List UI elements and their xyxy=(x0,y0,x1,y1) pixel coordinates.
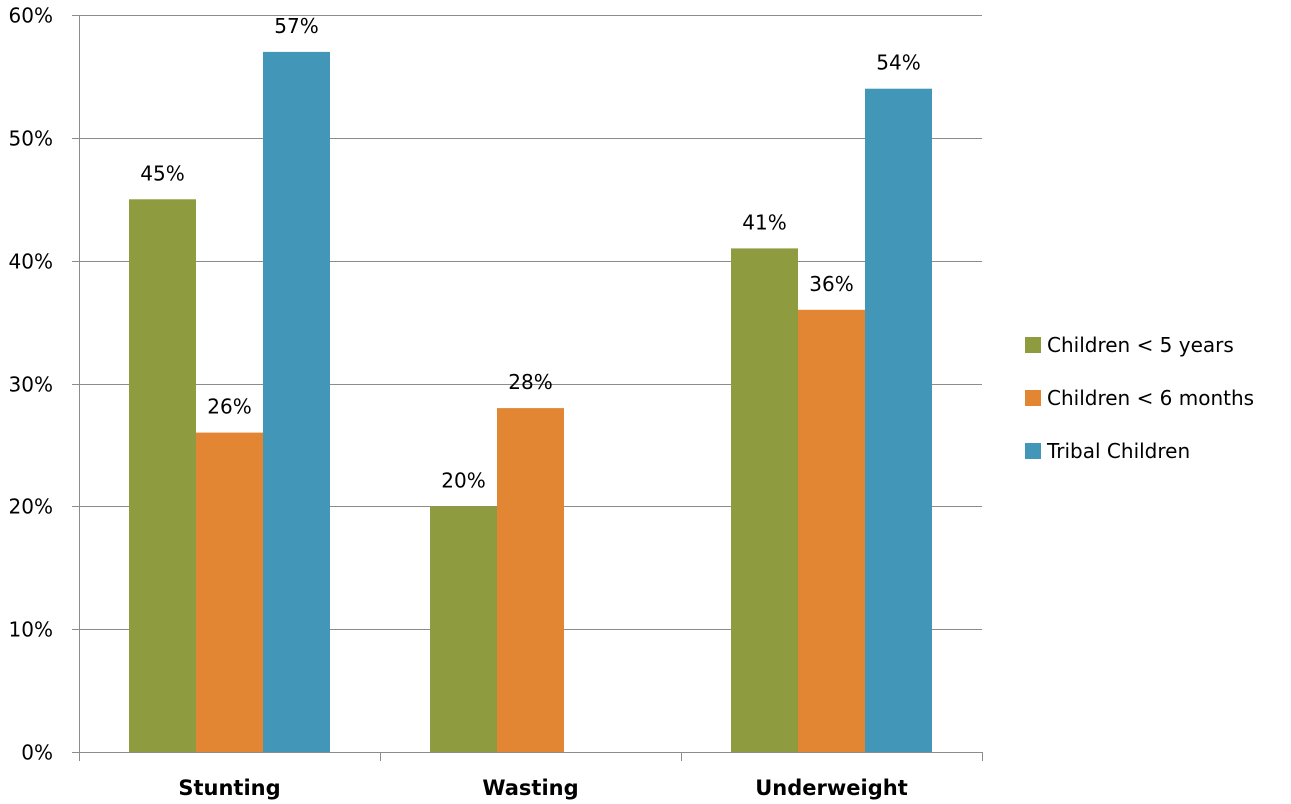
bar xyxy=(865,88,932,752)
y-tick-label: 30% xyxy=(9,373,53,397)
y-tick-label: 10% xyxy=(9,618,53,642)
data-label: 41% xyxy=(742,210,786,234)
data-label: 54% xyxy=(876,51,920,75)
legend-label: Tribal Children xyxy=(1046,439,1190,463)
data-label: 20% xyxy=(441,468,485,492)
y-tick-label: 20% xyxy=(9,495,53,519)
bar xyxy=(497,408,564,752)
data-label: 57% xyxy=(274,14,318,38)
y-tick-label: 40% xyxy=(9,250,53,274)
bar xyxy=(430,506,497,752)
bar xyxy=(129,199,196,753)
data-label: 26% xyxy=(207,395,251,419)
bar xyxy=(196,432,263,752)
bar xyxy=(798,309,865,752)
axes: 0% 10% 20% 30% 40% 50% 60% Stunting Wasting Under… xyxy=(9,4,983,800)
x-category-label: Wasting xyxy=(482,776,578,800)
legend-swatch xyxy=(1025,390,1041,406)
legend: Children < 5 years Children < 6 months Tri… xyxy=(1025,333,1254,463)
legend-label: Children < 5 years xyxy=(1047,333,1234,357)
data-label: 36% xyxy=(809,272,853,296)
y-tick-label: 0% xyxy=(21,741,53,765)
y-tick-label: 50% xyxy=(9,127,53,151)
data-labels: 45% 26% 57% 20% 28% 41% 36% 54% xyxy=(140,14,920,492)
x-category-label: Stunting xyxy=(178,776,280,800)
legend-swatch xyxy=(1025,443,1041,459)
legend-swatch xyxy=(1025,337,1041,353)
bars xyxy=(129,51,932,753)
data-label: 45% xyxy=(140,161,184,185)
y-tick-label: 60% xyxy=(9,4,53,28)
x-category-label: Underweight xyxy=(755,776,908,800)
bar xyxy=(731,248,798,752)
legend-label: Children < 6 months xyxy=(1047,386,1254,410)
data-label: 28% xyxy=(508,370,552,394)
bar xyxy=(263,51,330,752)
